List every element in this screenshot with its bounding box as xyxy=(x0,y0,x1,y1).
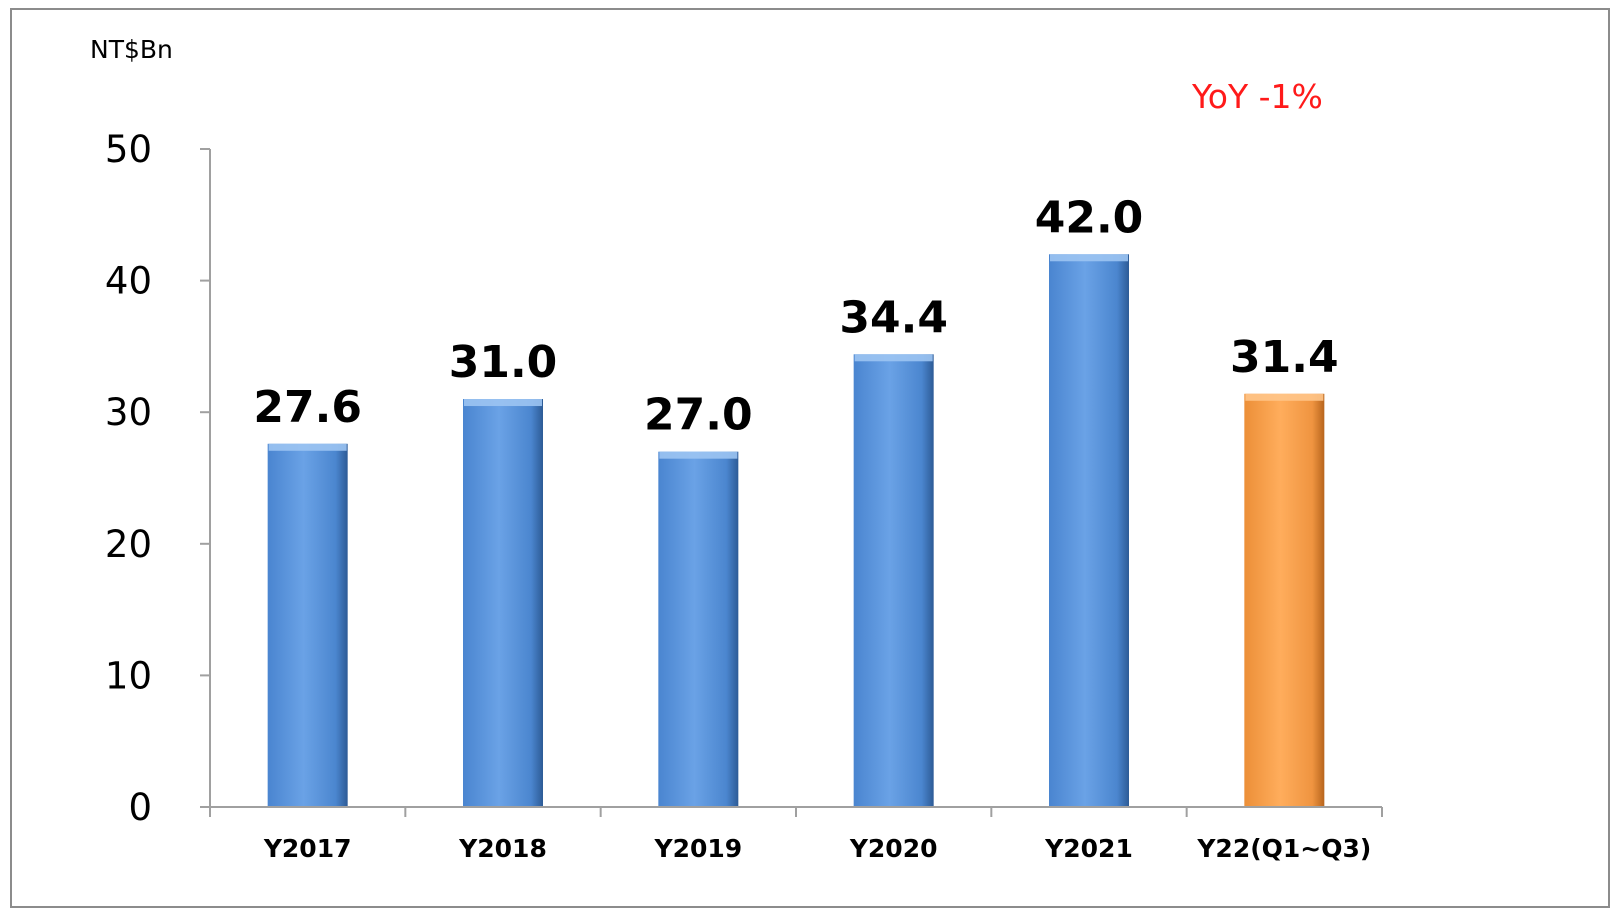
data-label: 27.0 xyxy=(644,390,753,441)
bar-top-bevel xyxy=(1245,393,1324,401)
data-label: 34.4 xyxy=(839,292,948,343)
bar-y22-q1-q3- xyxy=(1244,393,1325,807)
bar-top-bevel xyxy=(854,354,933,362)
bar-y2017 xyxy=(267,443,348,807)
bar-top-bevel xyxy=(659,451,738,459)
data-label: 31.4 xyxy=(1230,332,1339,383)
bar-y2019 xyxy=(658,451,739,807)
data-label: 42.0 xyxy=(1035,192,1144,243)
chart-frame: NT$Bn YoY -1% 0 10 20 30 40 50 27.6 31.0 27.0 34… xyxy=(10,8,1610,908)
x-tick-label: Y2018 xyxy=(458,834,547,863)
y-tick-label: 50 xyxy=(105,128,152,171)
yoy-annotation: YoY -1% xyxy=(1191,77,1323,116)
bar-y2018 xyxy=(463,399,543,807)
y-tick-label: 10 xyxy=(105,654,152,697)
y-tick-label: 0 xyxy=(128,786,152,829)
bar-y2021 xyxy=(1049,254,1129,807)
y-tick-label: 30 xyxy=(105,391,152,434)
x-tick-label: Y22(Q1~Q3) xyxy=(1196,834,1371,863)
x-tick-label: Y2020 xyxy=(849,834,938,863)
x-tick-label: Y2019 xyxy=(653,834,742,863)
x-tick-label: Y2017 xyxy=(263,834,352,863)
x-tick-label: Y2021 xyxy=(1044,834,1133,863)
data-label: 31.0 xyxy=(449,337,558,388)
y-axis: 0 10 20 30 40 50 xyxy=(105,128,211,829)
data-label: 27.6 xyxy=(253,382,362,433)
y-unit-label: NT$Bn xyxy=(90,35,173,64)
bar-top-bevel xyxy=(464,399,542,407)
y-tick-label: 40 xyxy=(105,260,152,303)
bar-y2020 xyxy=(853,354,934,807)
bar-top-bevel xyxy=(1050,254,1128,262)
x-axis: Y2017 Y2018 Y2019 Y2020 Y2021 Y22(Q1~Q3) xyxy=(209,806,1383,863)
bars: 27.6 31.0 27.0 34.4 42.0 31.4 xyxy=(253,192,1339,807)
y-tick-label: 20 xyxy=(105,523,152,566)
bar-top-bevel xyxy=(268,443,347,451)
bar-chart: NT$Bn YoY -1% 0 10 20 30 40 50 27.6 31.0 27.0 34… xyxy=(90,35,1383,863)
